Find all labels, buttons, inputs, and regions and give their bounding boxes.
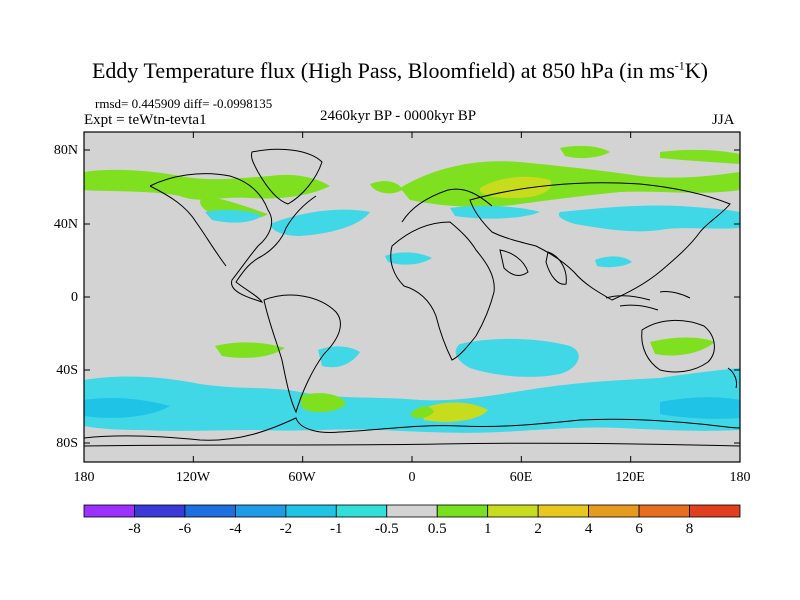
- contour-green-bellingshausen: [300, 393, 346, 413]
- x-tick-120w: 120W: [175, 470, 211, 485]
- contour-cyan-southern-ocean-band: [84, 368, 740, 433]
- contour-cyan-north-atlantic: [270, 209, 370, 236]
- contour-green-north-america: [84, 169, 330, 200]
- colorbar-swatch: [638, 504, 690, 518]
- colorbar-swatch: [234, 504, 287, 518]
- contour-green-europe-small: [370, 181, 402, 194]
- colorbar-swatch: [184, 504, 236, 518]
- colorbar-swatch: [487, 504, 539, 518]
- colorbar-label: 1: [483, 521, 492, 537]
- colorbar-swatch: [588, 504, 640, 518]
- x-tick-180e: 180: [729, 470, 751, 485]
- colorbar-swatch: [386, 504, 438, 518]
- colorbar-label: -2: [279, 521, 293, 537]
- colorbar-swatch: [537, 504, 590, 518]
- contour-cyan-asia-east: [558, 205, 740, 232]
- contour-cyan-north-pacific: [205, 209, 262, 223]
- coastlines: [84, 148, 740, 447]
- y-tick-80s: 80S: [56, 436, 78, 451]
- contour-green-arctic: [560, 145, 740, 164]
- x-tick-120e: 120E: [615, 470, 645, 485]
- colorbar-swatch: [285, 504, 337, 518]
- colorbar-swatch: [436, 504, 489, 518]
- colorbar-label: -4: [229, 521, 242, 537]
- colorbar-label: 6: [635, 521, 643, 537]
- colorbar-label: -8: [128, 521, 141, 537]
- contour-yellow-siberia: [479, 176, 552, 198]
- colorbar-swatch: [335, 504, 388, 518]
- rmsd-diff-text: rmsd= 0.445909 diff= -0.0998135: [95, 96, 273, 111]
- experiment-label: Expt = teWtn-tevta1: [84, 112, 207, 128]
- contour-green-south-pacific: [215, 342, 285, 358]
- contour-yellow-weddell: [420, 402, 488, 422]
- colorbar-label: 0.5: [427, 521, 447, 537]
- y-tick-40n: 40N: [53, 217, 78, 232]
- x-tick-0: 0: [408, 470, 416, 485]
- colorbar-label: 4: [584, 521, 593, 537]
- contour-cyan-east-asia: [595, 256, 632, 268]
- y-tick-40s: 40S: [56, 363, 78, 378]
- contour-cyan-central-asia: [450, 205, 540, 219]
- contour-cyan-subtropical-atlantic: [385, 252, 432, 265]
- colorbar-label: -1: [330, 521, 343, 537]
- colorbar-label: 8: [685, 521, 694, 537]
- colorbar: [83, 504, 741, 518]
- x-tick-60e: 60E: [509, 470, 533, 485]
- contour-green-south-indian: [650, 337, 715, 356]
- contour-green-weddell-edge: [410, 406, 434, 419]
- colorbar-swatch: [83, 504, 135, 518]
- colorbar-label: -0.5: [374, 521, 399, 537]
- chart-title: Eddy Temperature flux (High Pass, Bloomf…: [91, 58, 708, 83]
- contour-cyan-south-america-east: [318, 346, 360, 368]
- contour-fills: [84, 145, 740, 447]
- x-tick-60w: 60W: [288, 470, 316, 485]
- contour-green-eurasia: [400, 161, 740, 207]
- contour-cyan-south-atlantic: [455, 338, 579, 377]
- x-tick-180w: 180: [73, 470, 95, 485]
- season-label: JJA: [712, 112, 735, 128]
- colorbar-label: 2: [534, 521, 542, 537]
- colorbar-label: -6: [178, 521, 192, 537]
- y-tick-80n: 80N: [53, 143, 78, 158]
- colorbar-swatch: [689, 504, 741, 518]
- y-tick-0: 0: [71, 290, 78, 305]
- colorbar-swatch: [134, 504, 186, 518]
- period-label: 2460kyr BP - 0000kyr BP: [320, 108, 477, 124]
- axis-ticks: [83, 132, 741, 462]
